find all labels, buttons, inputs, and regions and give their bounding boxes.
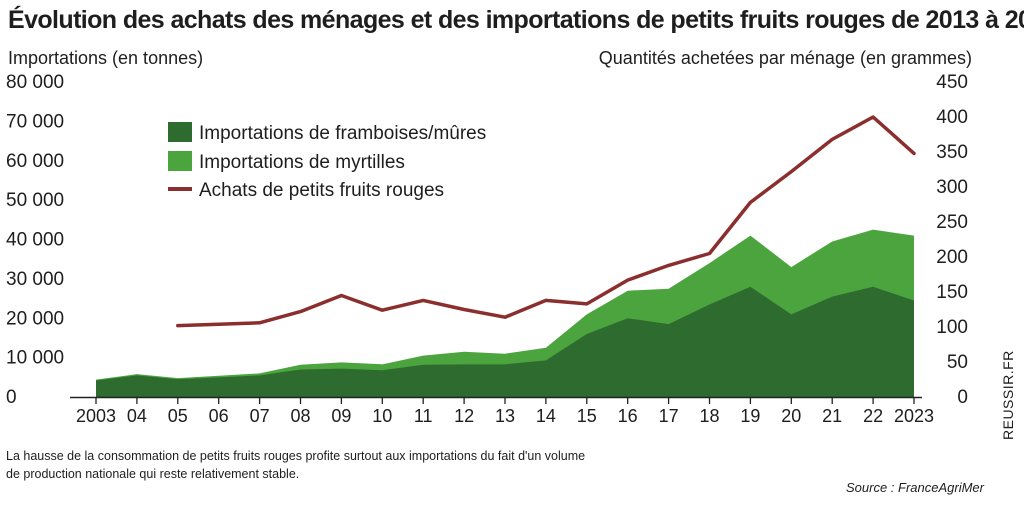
left-y-tick-label: 0: [6, 387, 17, 408]
right-y-tick-label: 250: [936, 212, 968, 233]
legend-swatch-framboises: [168, 122, 192, 142]
right-y-tick-label: 150: [936, 282, 968, 303]
right-y-tick-label: 50: [947, 352, 968, 373]
x-tick-label: 17: [659, 406, 679, 426]
x-tick-label: 16: [618, 406, 638, 426]
left-y-tick-label: 70 000: [6, 111, 64, 132]
left-y-tick-label: 20 000: [6, 308, 64, 329]
source-note: Source : FranceAgriMer: [846, 480, 984, 495]
x-tick-label: 11: [414, 406, 433, 426]
x-tick-label: 13: [495, 406, 515, 426]
x-tick-label: 09: [331, 406, 351, 426]
legend-swatch-myrtilles: [168, 151, 192, 171]
x-tick-label: 19: [740, 406, 760, 426]
right-y-tick-label: 450: [936, 72, 968, 93]
x-tick-label: 06: [209, 406, 229, 426]
x-tick-label: 2003: [76, 406, 116, 426]
caption-line-1: La hausse de la consommation de petits f…: [6, 449, 586, 463]
x-tick-label: 18: [699, 406, 719, 426]
left-y-tick-label: 10 000: [6, 348, 64, 369]
left-y-tick-label: 50 000: [6, 190, 64, 211]
x-tick-label: 07: [250, 406, 270, 426]
x-tick-label: 20: [781, 406, 801, 426]
right-y-tick-label: 350: [936, 142, 968, 163]
achats-line: [176, 115, 916, 328]
x-tick-label: 04: [127, 406, 147, 426]
left-y-tick-label: 40 000: [6, 230, 64, 251]
left-axis-label: Importations (en tonnes): [8, 48, 204, 68]
left-y-tick-label: 30 000: [6, 269, 64, 290]
x-tick-label: 21: [822, 406, 842, 426]
caption-line-2: de production nationale qui reste relati…: [6, 467, 300, 481]
right-y-tick-label: 0: [957, 387, 968, 408]
framboises-area: [96, 286, 914, 397]
right-y-tick-label: 400: [936, 107, 968, 128]
x-tick-label: 05: [168, 406, 188, 426]
x-tick-label: 12: [454, 406, 474, 426]
x-tick-label: 14: [536, 406, 556, 426]
left-y-tick-label: 60 000: [6, 151, 64, 172]
watermark: REUSSIR.FR: [1000, 350, 1016, 440]
caption: La hausse de la consommation de petits f…: [6, 447, 585, 483]
right-y-tick-label: 100: [936, 317, 968, 338]
x-tick-label: 10: [372, 406, 392, 426]
x-tick-label: 15: [577, 406, 597, 426]
left-y-tick-label: 80 000: [6, 72, 64, 93]
chart-title: Évolution des achats des ménages et des …: [8, 6, 1024, 34]
x-tick-label: 08: [290, 406, 310, 426]
right-y-tick-label: 200: [936, 247, 968, 268]
right-axis-label: Quantités achetées par ménage (en gramme…: [598, 48, 972, 68]
x-tick-label: 22: [863, 406, 883, 426]
legend-label: Achats de petits fruits rouges: [199, 180, 444, 201]
legend-label: Importations de framboises/mûres: [199, 123, 486, 144]
right-y-tick-label: 300: [936, 177, 968, 198]
legend-label: Importations de myrtilles: [199, 152, 405, 173]
x-tick-label: 2023: [894, 406, 934, 426]
